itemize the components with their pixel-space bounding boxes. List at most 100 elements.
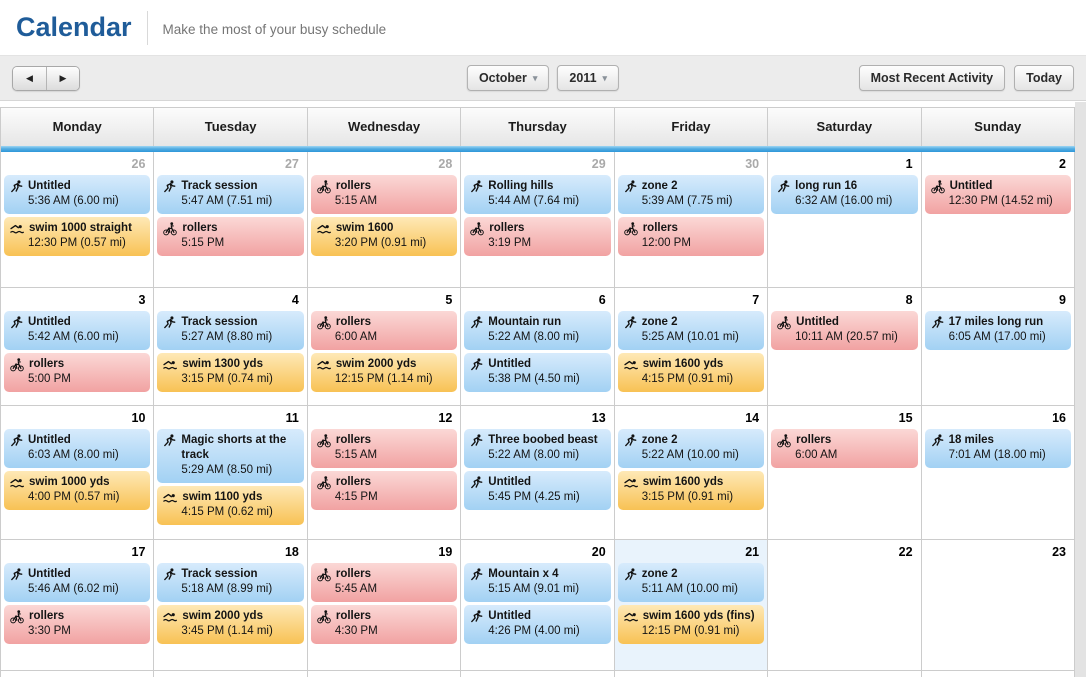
- day-number: 13: [591, 411, 606, 425]
- event-run[interactable]: Mountain run 5:22 AM (8.00 mi): [464, 311, 611, 350]
- event-swim[interactable]: swim 1600 3:20 PM (0.91 mi): [310, 216, 458, 256]
- day-cell-17[interactable]: 17 Untitled 5:46 AM (6.02 mi) rollers 3:30 P…: [1, 540, 155, 670]
- event-bike[interactable]: rollers 4:30 PM: [310, 604, 458, 644]
- event-run[interactable]: Three boobed beast 5:22 AM (8.00 mi): [464, 429, 611, 468]
- title-divider: [146, 10, 148, 45]
- day-cell-30[interactable]: 30 zone 2 5:39 AM (7.75 mi) rollers 12:00 PM: [614, 152, 769, 287]
- event-run[interactable]: Untitled 6:03 AM (8.00 mi): [4, 429, 151, 468]
- event-bike[interactable]: rollers 6:00 AM: [310, 311, 458, 350]
- day-cell-22[interactable]: 22: [768, 540, 922, 670]
- day-cell-6[interactable]: 6 Mountain run 5:22 AM (8.00 mi) Untitled 5:…: [461, 288, 615, 405]
- runner-icon: [624, 315, 637, 330]
- event-swim[interactable]: swim 1600 yds 4:15 PM (0.91 mi): [617, 352, 765, 392]
- event-run[interactable]: 17 miles long run 6:05 AM (17.00 mi): [924, 311, 1071, 350]
- event-time: 6:00 AM: [334, 331, 378, 343]
- event-title: rollers: [335, 568, 372, 580]
- day-cell-3[interactable]: 3 Untitled 5:42 AM (6.00 mi) rollers 5:00 PM: [1, 288, 155, 405]
- day-cell-23[interactable]: 23: [921, 540, 1075, 670]
- day-number: 21: [745, 545, 760, 559]
- day-cell-14[interactable]: 14 zone 2 5:22 AM (10.00 mi) swim 1600 yds 3…: [614, 406, 769, 539]
- day-cell-28[interactable]: 28 rollers 5:15 AM swim 1600 3:20 PM (0.91 m…: [307, 152, 462, 287]
- event-run[interactable]: Rolling hills 5:44 AM (7.64 mi): [464, 175, 611, 214]
- event-title: rollers: [335, 434, 372, 446]
- event-run[interactable]: Untitled 5:36 AM (6.00 mi): [4, 175, 151, 214]
- event-bike[interactable]: Untitled 10:11 AM (20.57 mi): [771, 311, 918, 350]
- event-bike[interactable]: Untitled 12:30 PM (14.52 mi): [924, 175, 1071, 214]
- day-cell-partial: [614, 671, 769, 677]
- event-run[interactable]: Mountain x 4 5:15 AM (9.01 mi): [464, 563, 611, 602]
- event-swim[interactable]: swim 2000 yds 12:15 PM (1.14 mi): [310, 352, 458, 392]
- day-cell-13[interactable]: 13 Three boobed beast 5:22 AM (8.00 mi) Unt…: [461, 406, 615, 539]
- event-title: zone 2: [641, 568, 678, 580]
- day-cell-21[interactable]: 21 zone 2 5:11 AM (10.00 mi) swim 1600 yds …: [614, 540, 769, 670]
- day-cell-2[interactable]: 2 Untitled 12:30 PM (14.52 mi): [921, 152, 1075, 287]
- event-run[interactable]: Untitled 4:26 PM (4.00 mi): [464, 604, 611, 644]
- event-swim[interactable]: swim 1600 yds 3:15 PM (0.91 mi): [617, 470, 765, 510]
- day-cell-10[interactable]: 10 Untitled 6:03 AM (8.00 mi) swim 1000 yds…: [1, 406, 155, 539]
- day-cell-29[interactable]: 29 Rolling hills 5:44 AM (7.64 mi) rollers 3…: [461, 152, 615, 287]
- event-run[interactable]: Track session 5:18 AM (8.99 mi): [157, 563, 304, 602]
- day-cell-1[interactable]: 1 long run 16 6:32 AM (16.00 mi): [768, 152, 922, 287]
- event-bike[interactable]: rollers 4:15 PM: [310, 470, 458, 510]
- day-cell-11[interactable]: 11 Magic shorts at the track 5:29 AM (8.50…: [154, 406, 308, 539]
- day-cell-9[interactable]: 9 17 miles long run 6:05 AM (17.00 mi): [921, 288, 1075, 405]
- event-run[interactable]: Track session 5:27 AM (8.80 mi): [157, 311, 304, 350]
- event-run[interactable]: Track session 5:47 AM (7.51 mi): [157, 175, 304, 214]
- event-run[interactable]: Magic shorts at the track 5:29 AM (8.50 m…: [157, 429, 304, 483]
- day-cell-15[interactable]: 15 rollers 6:00 AM: [768, 406, 922, 539]
- event-bike[interactable]: rollers 12:00 PM: [617, 216, 765, 256]
- event-swim[interactable]: swim 1000 yds 4:00 PM (0.57 mi): [4, 470, 151, 510]
- event-run[interactable]: zone 2 5:22 AM (10.00 mi): [617, 429, 765, 468]
- event-run[interactable]: zone 2 5:11 AM (10.00 mi): [617, 563, 765, 602]
- event-time: 5:18 AM (8.99 mi): [181, 582, 273, 595]
- event-bike[interactable]: rollers 5:15 PM: [157, 216, 304, 256]
- event-title: Rolling hills: [488, 180, 554, 192]
- day-cell-16[interactable]: 16 18 miles 7:01 AM (18.00 mi): [921, 406, 1075, 539]
- page-header: Calendar Make the most of your busy sche…: [0, 0, 1086, 55]
- day-cell-4[interactable]: 4 Track session 5:27 AM (8.80 mi) swim 1300…: [154, 288, 308, 405]
- event-title: rollers: [796, 434, 832, 446]
- day-cell-18[interactable]: 18 Track session 5:18 AM (8.99 mi) swim 200…: [154, 540, 308, 670]
- next-month-button[interactable]: ▶: [46, 66, 79, 90]
- year-dropdown[interactable]: 2011 ▾: [557, 65, 620, 91]
- event-run[interactable]: Untitled 5:42 AM (6.00 mi): [4, 311, 151, 350]
- event-run[interactable]: Untitled 5:45 PM (4.25 mi): [464, 470, 611, 510]
- event-swim[interactable]: swim 1000 straight 12:30 PM (0.57 mi): [4, 216, 151, 256]
- event-swim[interactable]: swim 2000 yds 3:45 PM (1.14 mi): [157, 604, 304, 644]
- event-run[interactable]: Untitled 5:46 AM (6.02 mi): [4, 563, 151, 602]
- event-run[interactable]: Untitled 5:38 PM (4.50 mi): [464, 352, 611, 392]
- page-title: Calendar: [16, 12, 132, 42]
- event-swim[interactable]: swim 1600 yds (fins) 12:15 PM (0.91 mi): [617, 604, 765, 644]
- event-run[interactable]: zone 2 5:39 AM (7.75 mi): [617, 175, 765, 214]
- day-cell-8[interactable]: 8 Untitled 10:11 AM (20.57 mi): [768, 288, 922, 405]
- day-cell-5[interactable]: 5 rollers 6:00 AM swim 2000 yds 12:15 PM (1.…: [307, 288, 462, 405]
- event-swim[interactable]: swim 1300 yds 3:15 PM (0.74 mi): [157, 352, 304, 392]
- event-run[interactable]: zone 2 5:25 AM (10.01 mi): [617, 311, 765, 350]
- event-bike[interactable]: rollers 6:00 AM: [771, 429, 918, 468]
- day-cell-19[interactable]: 19 rollers 5:45 AM rollers 4:30 PM: [307, 540, 462, 670]
- event-run[interactable]: 18 miles 7:01 AM (18.00 mi): [924, 429, 1071, 468]
- event-bike[interactable]: rollers 3:19 PM: [464, 216, 611, 256]
- day-cell-20[interactable]: 20 Mountain x 4 5:15 AM (9.01 mi) Untitled 4…: [461, 540, 615, 670]
- day-cell-7[interactable]: 7 zone 2 5:25 AM (10.01 mi) swim 1600 yds 4:…: [614, 288, 769, 405]
- event-bike[interactable]: rollers 5:15 AM: [310, 175, 458, 214]
- event-run[interactable]: long run 16 6:32 AM (16.00 mi): [771, 175, 918, 214]
- event-time: 5:42 AM (6.00 mi): [28, 330, 119, 343]
- day-cell-26[interactable]: 26 Untitled 5:36 AM (6.00 mi) swim 1000 str…: [1, 152, 155, 287]
- prev-month-button[interactable]: ◀: [13, 66, 46, 90]
- day-name-friday: Friday: [614, 108, 769, 146]
- day-number: 6: [598, 293, 606, 307]
- day-cell-12[interactable]: 12 rollers 5:15 AM rollers 4:15 PM: [307, 406, 462, 539]
- event-time: 3:20 PM (0.91 mi): [334, 236, 427, 249]
- most-recent-activity-button[interactable]: Most Recent Activity: [858, 65, 1006, 91]
- day-cell-27[interactable]: 27 Track session 5:47 AM (7.51 mi) rollers 5…: [154, 152, 308, 287]
- event-bike[interactable]: rollers 5:45 AM: [310, 563, 458, 602]
- event-swim[interactable]: swim 1100 yds 4:15 PM (0.62 mi): [157, 485, 304, 525]
- event-title: rollers: [335, 475, 372, 488]
- event-bike[interactable]: rollers 5:15 AM: [310, 429, 458, 468]
- event-bike[interactable]: rollers 3:30 PM: [4, 604, 151, 644]
- month-dropdown[interactable]: October ▾: [466, 65, 550, 91]
- year-dropdown-label: 2011: [569, 71, 597, 85]
- event-bike[interactable]: rollers 5:00 PM: [4, 352, 151, 392]
- today-button[interactable]: Today: [1014, 65, 1074, 91]
